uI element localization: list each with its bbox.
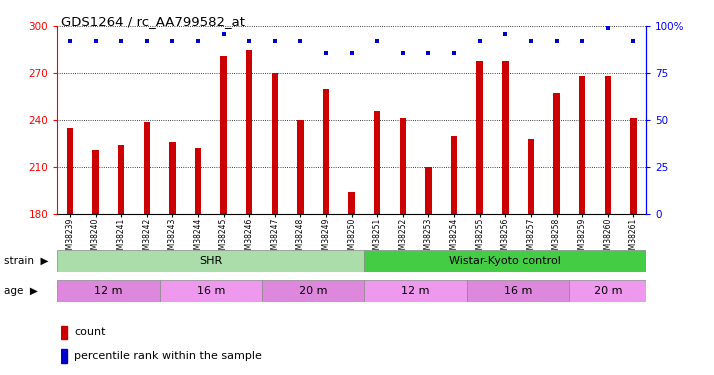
Bar	[426, 167, 432, 214]
Bar	[92, 150, 99, 214]
Bar	[195, 148, 201, 214]
Bar	[528, 139, 534, 214]
Bar	[364, 280, 467, 302]
Bar	[451, 136, 457, 214]
Bar	[630, 118, 637, 214]
Bar	[569, 280, 646, 302]
Bar	[57, 250, 364, 272]
Text: 20 m: 20 m	[299, 286, 328, 296]
Text: strain  ▶: strain ▶	[4, 256, 48, 266]
Text: count: count	[74, 327, 106, 338]
Bar	[579, 76, 585, 214]
Bar	[605, 76, 611, 214]
Bar	[159, 280, 262, 302]
Bar	[323, 89, 329, 214]
Bar	[467, 280, 569, 302]
Text: 12 m: 12 m	[401, 286, 430, 296]
Bar	[374, 111, 381, 214]
Text: age  ▶: age ▶	[4, 286, 37, 296]
Bar	[297, 120, 303, 214]
Text: percentile rank within the sample: percentile rank within the sample	[74, 351, 262, 361]
Text: 16 m: 16 m	[504, 286, 533, 296]
Text: 16 m: 16 m	[196, 286, 225, 296]
Bar	[262, 280, 364, 302]
Bar	[118, 145, 124, 214]
Text: Wistar-Kyoto control: Wistar-Kyoto control	[449, 256, 561, 266]
Bar	[553, 93, 560, 214]
Bar	[271, 73, 278, 214]
Bar	[348, 192, 355, 214]
Bar	[61, 349, 67, 363]
Bar	[364, 250, 646, 272]
Text: SHR: SHR	[199, 256, 222, 266]
Text: 20 m: 20 m	[593, 286, 622, 296]
Bar	[400, 118, 406, 214]
Bar	[476, 61, 483, 214]
Bar	[61, 326, 67, 339]
Bar	[502, 61, 508, 214]
Bar	[57, 280, 159, 302]
Bar	[144, 122, 150, 214]
Text: 12 m: 12 m	[94, 286, 123, 296]
Bar	[221, 56, 227, 214]
Text: GDS1264 / rc_AA799582_at: GDS1264 / rc_AA799582_at	[61, 15, 245, 28]
Bar	[169, 142, 176, 214]
Bar	[246, 50, 253, 214]
Bar	[66, 128, 73, 214]
